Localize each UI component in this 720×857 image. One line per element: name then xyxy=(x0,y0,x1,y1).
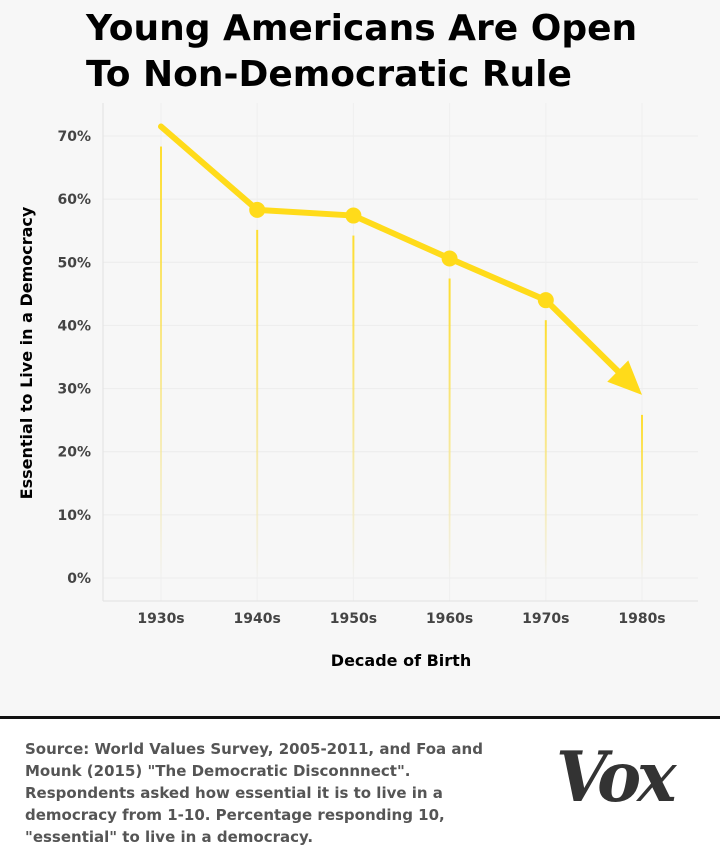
x-tick-label: 1970s xyxy=(522,611,569,627)
footer-divider xyxy=(0,716,720,719)
y-tick-label: 0% xyxy=(67,571,91,587)
data-point-1950s xyxy=(345,207,362,224)
x-tick-label: 1960s xyxy=(426,611,473,627)
drop-lines xyxy=(160,146,643,578)
drop-line xyxy=(160,146,162,578)
y-tick-label: 30% xyxy=(57,382,91,398)
data-point-1940s xyxy=(249,201,266,218)
source-note: Source: World Values Survey, 2005-2011, … xyxy=(25,740,483,846)
data-point-1970s xyxy=(537,292,554,309)
y-tick-label: 20% xyxy=(57,445,91,461)
drop-line xyxy=(352,235,355,578)
drop-line xyxy=(448,278,451,578)
chart-title-line-2: To Non-Democratic Rule xyxy=(86,54,572,95)
series-polyline xyxy=(158,123,623,376)
x-axis-title: Decade of Birth xyxy=(331,651,471,670)
y-tick-label: 50% xyxy=(57,255,91,271)
x-tick-label: 1940s xyxy=(234,611,281,627)
axis-labels: 0% 10% 20% 30% 40% 50% 60% 70% 1930s 1940s 1950s 19… xyxy=(17,129,666,670)
y-tick-label: 60% xyxy=(57,192,91,208)
axes xyxy=(102,103,698,602)
plot-area xyxy=(103,103,698,601)
y-tick-label: 10% xyxy=(57,508,91,524)
line-chart: 0% 10% 20% 30% 40% 50% 60% 70% 1930s 1940s 1950s 19… xyxy=(17,103,698,670)
y-tick-label: 40% xyxy=(57,318,91,334)
drop-line xyxy=(256,229,259,578)
vox-logo: Vox xyxy=(556,735,677,818)
data-point-1960s xyxy=(441,250,458,267)
series-line xyxy=(158,123,642,395)
drop-line xyxy=(544,320,547,578)
y-tick-label: 70% xyxy=(57,129,91,145)
x-tick-label: 1950s xyxy=(330,611,377,627)
gridlines xyxy=(103,103,698,601)
arrowhead-1980s xyxy=(607,360,642,395)
drop-line xyxy=(641,414,643,578)
footer xyxy=(0,719,720,857)
y-axis-title: Essential to Live in a Democracy xyxy=(17,206,36,499)
x-tick-label: 1980s xyxy=(618,611,665,627)
chart-title-line-1: Young Americans Are Open xyxy=(86,8,638,49)
chart-title: Young Americans Are Open To Non-Democrat… xyxy=(86,6,706,98)
x-tick-label: 1930s xyxy=(137,611,184,627)
